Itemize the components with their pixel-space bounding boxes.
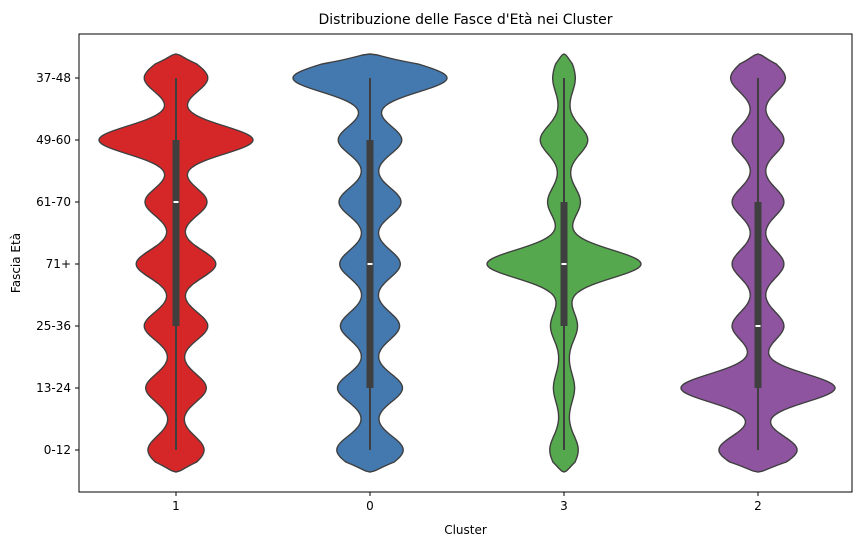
violin-iqr-box: [172, 140, 180, 326]
x-tick-label: 0: [366, 499, 374, 513]
y-tick-label: 25-36: [36, 319, 71, 333]
y-axis: 37-48 49-60 61-70 71+ 25-36 13-24 0-12: [36, 71, 79, 457]
x-tick-label: 3: [560, 499, 568, 513]
violin-cluster-0: [292, 53, 448, 473]
y-tick-label: 13-24: [36, 381, 71, 395]
chart-title: Distribuzione delle Fasce d'Età nei Clus…: [319, 12, 613, 28]
y-tick-label: 61-70: [36, 195, 71, 209]
x-tick-label: 1: [172, 499, 180, 513]
y-tick-label: 71+: [46, 257, 71, 271]
y-axis-title: Fascia Età: [9, 233, 23, 293]
y-tick-label: 37-48: [36, 71, 71, 85]
x-tick-label: 2: [754, 499, 762, 513]
x-axis: 1 0 3 2: [172, 492, 762, 513]
y-tick-label: 49-60: [36, 133, 71, 147]
violin-cluster-1: [98, 53, 254, 473]
violin-cluster-3: [486, 53, 642, 473]
y-tick-label: 0-12: [44, 443, 71, 457]
plot-frame: [78, 33, 853, 493]
violin-cluster-2: [680, 53, 836, 473]
violin-iqr-box: [754, 202, 762, 388]
violins-layer: [98, 53, 836, 473]
x-axis-title: Cluster: [444, 523, 487, 537]
